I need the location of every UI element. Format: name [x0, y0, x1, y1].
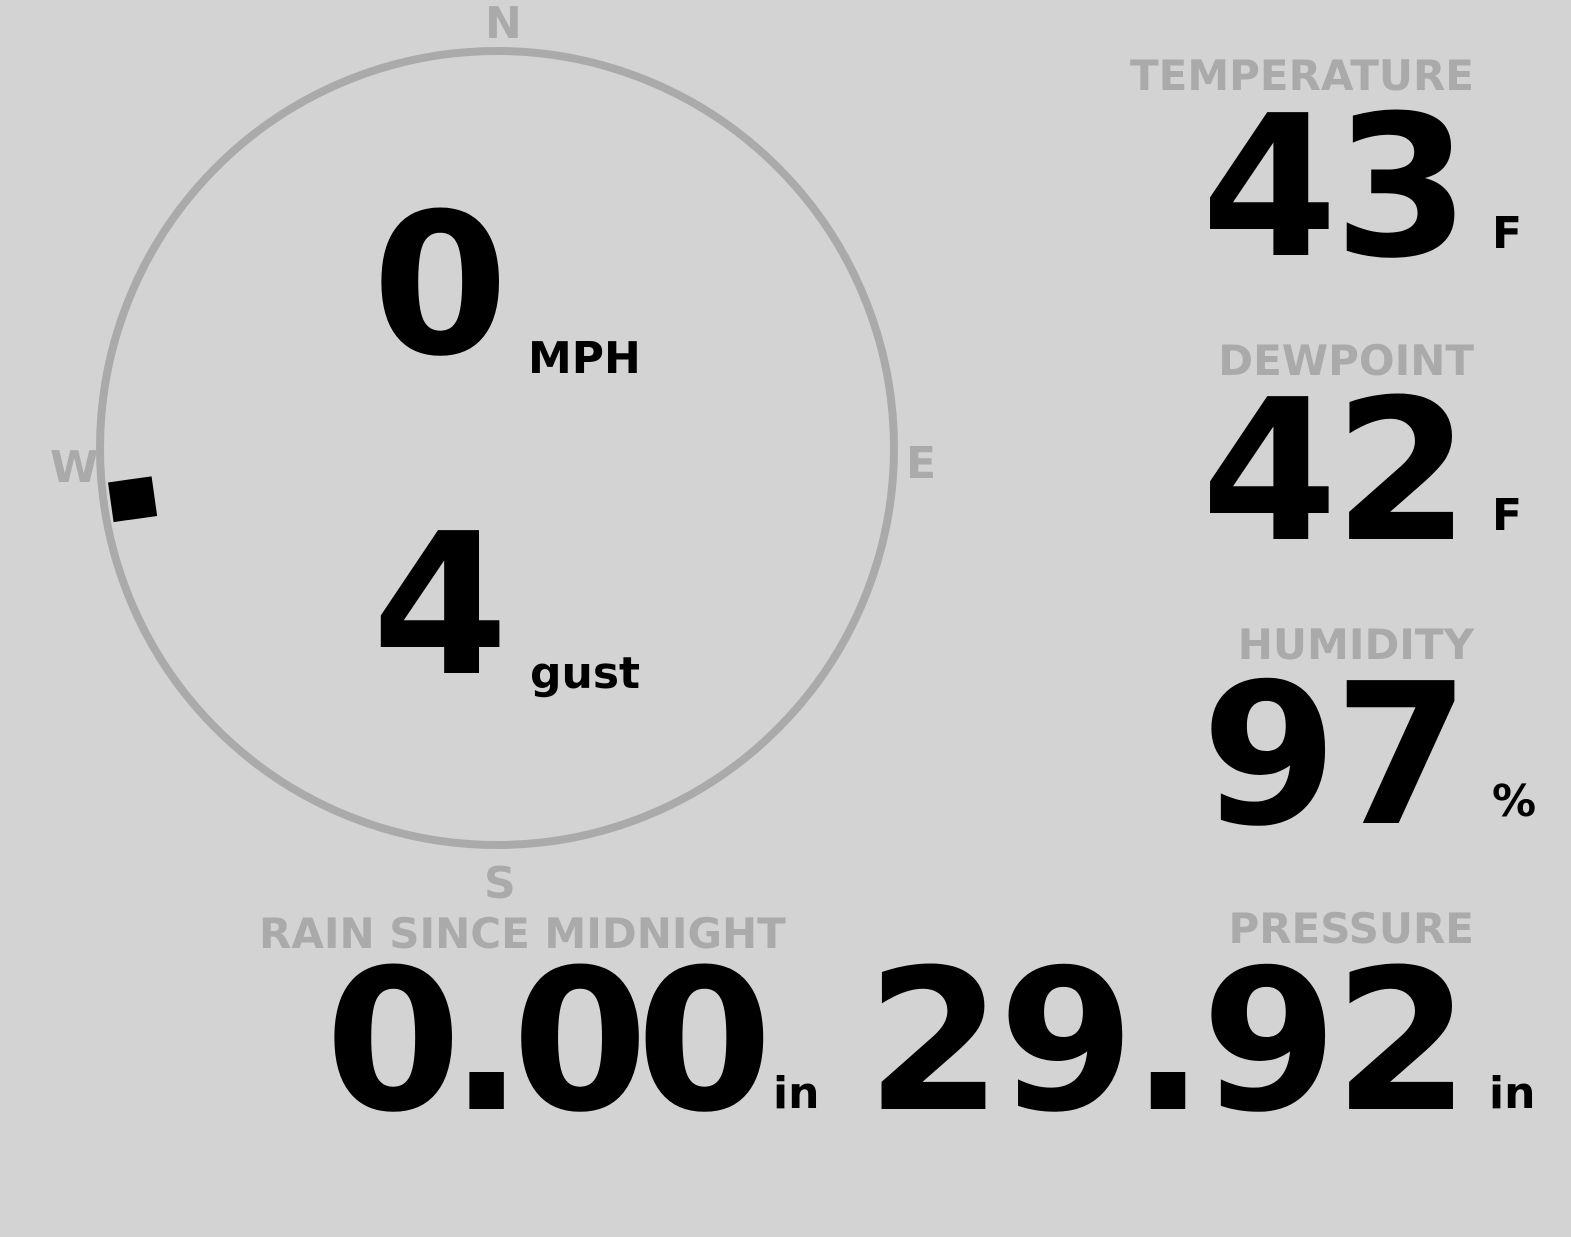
humidity-label: HUMIDITY	[1237, 620, 1474, 669]
rain-label: RAIN SINCE MIDNIGHT	[259, 909, 786, 958]
pressure-label: PRESSURE	[1228, 904, 1474, 953]
rain-unit: in	[773, 1068, 820, 1119]
compass-west-label: W	[50, 442, 99, 493]
compass-ring	[96, 47, 898, 849]
pressure-value: 29.92	[866, 928, 1470, 1156]
humidity-unit: %	[1492, 776, 1537, 827]
wind-speed-unit: MPH	[528, 333, 641, 384]
temperature-label: TEMPERATURE	[1130, 51, 1474, 100]
wind-compass	[96, 47, 898, 849]
pressure-unit: in	[1489, 1068, 1536, 1119]
humidity-value: 97	[1201, 642, 1470, 870]
temperature-unit: F	[1492, 208, 1523, 259]
compass-south-label: S	[484, 858, 516, 909]
wind-direction-marker	[108, 476, 158, 523]
rain-value: 0.00	[325, 928, 773, 1156]
dewpoint-value: 42	[1201, 358, 1470, 586]
compass-east-label: E	[906, 438, 937, 489]
wind-speed-value: 0	[372, 172, 508, 400]
dewpoint-unit: F	[1492, 490, 1523, 541]
dewpoint-label: DEWPOINT	[1218, 336, 1474, 385]
wind-gust-unit: gust	[530, 648, 641, 699]
compass-north-label: N	[485, 0, 522, 49]
wind-gust-value: 4	[372, 492, 508, 720]
temperature-value: 43	[1201, 74, 1470, 302]
